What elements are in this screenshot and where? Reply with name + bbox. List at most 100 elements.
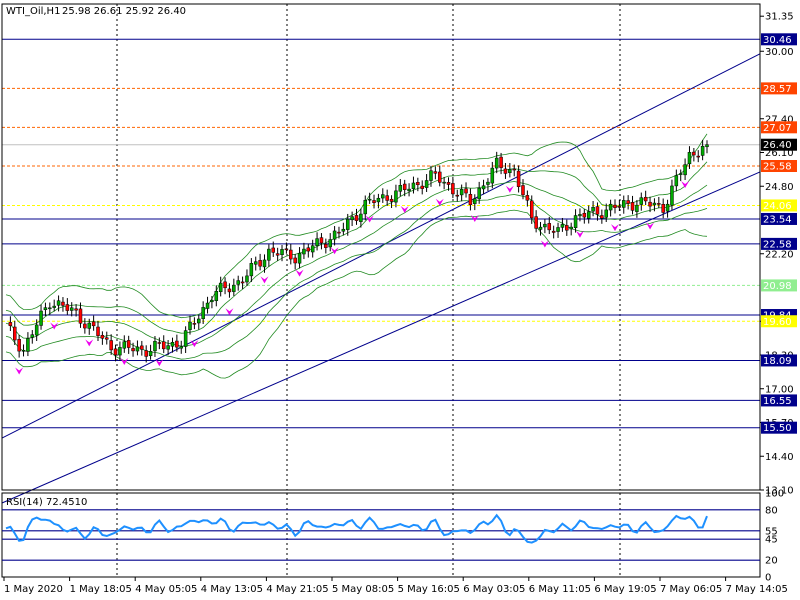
candle-bull	[280, 249, 284, 255]
candle-bull	[69, 307, 74, 311]
fractal-down-marker	[260, 276, 269, 284]
channel-upper-line	[1, 53, 761, 439]
candle-bear	[192, 323, 197, 325]
candle-bull	[700, 145, 705, 156]
time-tick-label: 4 May 21:05	[266, 584, 328, 595]
rsi-pane-frame	[1, 492, 761, 578]
time-tick-label: 6 May 11:05	[529, 584, 591, 595]
time-tick-label: 7 May 06:05	[660, 584, 722, 595]
fractal-down-marker	[470, 215, 479, 223]
candle-bear	[626, 200, 630, 204]
candle-bear	[126, 340, 131, 348]
price-level-tag-label: 16.55	[763, 396, 792, 407]
price-tick-label: 30.00	[765, 47, 794, 58]
candle-bull	[622, 200, 626, 208]
candle-bull	[52, 305, 56, 308]
candle-bear	[446, 182, 451, 185]
candle-bull	[508, 169, 512, 173]
price-level-tag-label: 26.40	[763, 140, 792, 151]
candle-bull	[683, 164, 687, 176]
fractal-down-marker	[575, 230, 584, 238]
candle-bull	[302, 248, 306, 255]
candle-bull	[341, 228, 346, 232]
candle-bull	[494, 157, 499, 169]
rsi-label: RSI(14) 72.4510	[6, 497, 87, 508]
band-line-inner-2	[5, 194, 708, 360]
candle-bull	[473, 198, 477, 204]
candle-bear	[516, 170, 521, 187]
candle-bear	[661, 204, 665, 213]
candle-bull	[367, 198, 372, 201]
price-level-tag	[761, 82, 797, 95]
trend-channel	[1, 53, 761, 504]
candle-bear	[402, 183, 407, 190]
candle-bull	[424, 180, 429, 188]
candle-bull	[310, 245, 315, 253]
candle-bull	[249, 263, 254, 277]
price-level-tag-label: 22.58	[763, 239, 792, 250]
candle-bull	[345, 218, 350, 230]
candle-bear	[503, 168, 508, 174]
candle-bear	[600, 215, 604, 219]
band-line-outer-1	[5, 209, 708, 379]
price-level-tag	[761, 138, 797, 151]
candle-bull	[170, 342, 175, 347]
candle-bear	[144, 350, 148, 357]
time-tick-label: 5 May 08:05	[332, 584, 394, 595]
candle-bull	[394, 190, 398, 203]
candle-bull	[188, 321, 192, 330]
fractal-down-marker	[85, 339, 94, 347]
price-tick-label: 17.00	[765, 384, 794, 395]
candle-bear	[389, 198, 394, 202]
candle-bear	[617, 206, 622, 208]
price-level-tag-label: 18.09	[763, 356, 792, 367]
price-level-tag-label: 23.54	[763, 214, 792, 225]
candle-bull	[363, 199, 368, 215]
price-tick-label: 27.40	[765, 114, 794, 125]
candle-bull	[197, 318, 201, 324]
candle-bear	[696, 155, 700, 158]
candle-bull	[214, 290, 219, 302]
candle-bear	[223, 281, 227, 289]
candle-bull	[543, 223, 547, 228]
candle-bull	[350, 216, 354, 221]
candle-bear	[455, 194, 460, 197]
candle-bear	[692, 151, 696, 156]
price-level-tag	[761, 394, 797, 407]
candle-bull	[153, 341, 157, 352]
rsi-axis-label: 100	[765, 489, 784, 500]
price-tick-label: 22.20	[765, 249, 794, 260]
candle-bear	[227, 288, 232, 293]
fractal-down-marker	[15, 367, 24, 375]
main-grid	[116, 4, 621, 577]
band-line-inner-0	[5, 161, 708, 334]
candle-bear	[512, 168, 516, 171]
candle-bull	[560, 224, 565, 228]
price-level-tag	[761, 279, 797, 292]
price-level-tag	[761, 315, 797, 328]
candle-bull	[48, 307, 52, 310]
price-tick-label: 24.80	[765, 182, 794, 193]
candle-bear	[525, 195, 530, 201]
candle-bull	[359, 213, 363, 222]
time-tick-label: 6 May 03:05	[463, 584, 525, 595]
candle-bear	[258, 260, 262, 267]
candle-bear	[547, 223, 552, 231]
candle-bull	[670, 185, 674, 206]
candle-bull	[205, 302, 210, 309]
price-level-tag	[761, 354, 797, 367]
candle-bull	[490, 167, 495, 184]
time-tick-label: 4 May 13:05	[201, 584, 263, 595]
candle-bull	[179, 346, 183, 349]
candle-bull	[232, 284, 236, 292]
candle-bear	[437, 171, 442, 183]
candle-bull	[34, 324, 39, 336]
candle-bull	[245, 275, 249, 283]
fractal-down-marker	[50, 322, 59, 330]
candle-bull	[118, 347, 122, 356]
candle-bull	[608, 203, 613, 211]
axes: 31.3530.0027.4026.1024.8022.2019.6018.30…	[1, 3, 797, 595]
candle-bear	[140, 345, 144, 350]
